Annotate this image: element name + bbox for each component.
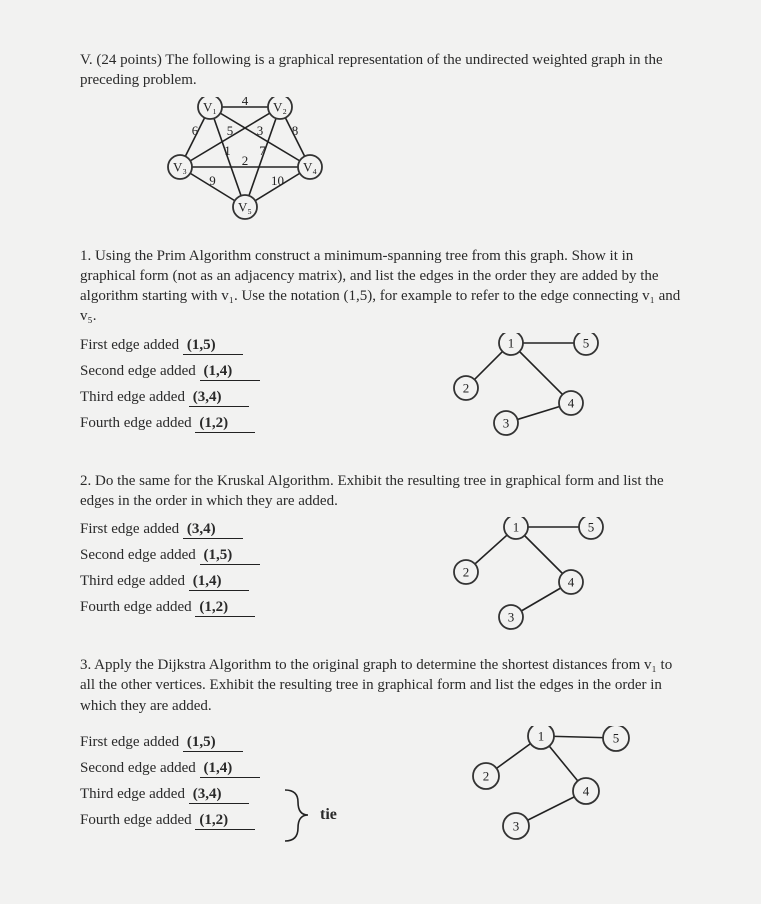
answer-label: Third edge added [80,389,189,405]
page: V. (24 points) The following is a graphi… [0,0,761,904]
q3-line-1: First edge added (1,5) [80,734,260,752]
svg-text:2: 2 [242,153,249,168]
answer-label: First edge added [80,734,183,750]
answer-value: (1,4) [200,363,260,381]
svg-text:6: 6 [192,123,199,138]
answer-value: (3,4) [189,786,249,804]
answer-value: (1,2) [195,415,255,433]
svg-text:V₄: V₄ [303,159,317,174]
q3-prompt: 3. Apply the Dijkstra Algorithm to the o… [80,655,681,716]
answer-value: (1,5) [200,547,260,565]
q2-answers: First edge added (3,4)Second edge added … [80,521,681,641]
answer-value: (3,4) [189,389,249,407]
answer-label: Third edge added [80,786,189,802]
svg-text:V₅: V₅ [238,199,252,214]
svg-text:8: 8 [292,123,299,138]
answer-label: Fourth edge added [80,599,195,615]
answer-label: Second edge added [80,760,200,776]
answer-value: (3,4) [183,521,243,539]
q3-line-2: Second edge added (1,4) [80,760,260,778]
answer-label: Second edge added [80,547,200,563]
answer-value: (1,2) [195,599,255,617]
answer-value: (1,4) [200,760,260,778]
svg-text:4: 4 [583,783,590,798]
svg-text:3: 3 [503,415,510,430]
svg-text:2: 2 [463,380,470,395]
svg-text:5: 5 [227,123,234,138]
answer-value: (1,2) [195,812,255,830]
answer-label: First edge added [80,337,183,353]
q3-line-3: Third edge added (3,4) [80,786,260,804]
answer-label: First edge added [80,521,183,537]
q1-tree-sketch: 1 5 2 4 3 [451,333,621,448]
svg-text:1: 1 [224,143,231,158]
main-graph-figure: 4 3 1 5 7 8 6 2 9 10 V₁ V₂ V₃ V₄ V₅ [160,97,681,232]
q1-answers: First edge added (1,5)Second edge added … [80,337,681,457]
svg-text:5: 5 [613,730,620,745]
svg-text:4: 4 [568,575,575,590]
answer-value: (1,4) [189,573,249,591]
svg-text:10: 10 [271,173,284,188]
tie-label: tie [320,806,337,824]
answer-label: Third edge added [80,573,189,589]
answer-value: (1,5) [183,337,243,355]
q3-line-4: Fourth edge added (1,2) [80,812,260,830]
svg-text:1: 1 [538,728,545,743]
svg-text:1: 1 [513,520,520,535]
svg-text:3: 3 [513,818,520,833]
q2-tree-sketch: 1 5 2 4 3 [446,517,621,642]
svg-text:V₂: V₂ [273,99,287,114]
svg-text:7: 7 [259,143,266,158]
svg-text:2: 2 [483,768,490,783]
svg-text:5: 5 [583,335,590,350]
svg-text:V₃: V₃ [173,159,187,174]
svg-text:4: 4 [568,395,575,410]
svg-text:3: 3 [257,123,264,138]
svg-text:3: 3 [508,610,515,625]
answer-value: (1,5) [183,734,243,752]
q2-prompt: 2. Do the same for the Kruskal Algorithm… [80,471,681,512]
svg-text:2: 2 [463,565,470,580]
q1-prompt: 1. Using the Prim Algorithm construct a … [80,246,681,327]
q3-tree-sketch: 1 5 2 4 3 [456,726,646,851]
svg-text:5: 5 [588,520,595,535]
answer-label: Fourth edge added [80,415,195,431]
q3-answers: First edge added (1,5) Second edge added … [80,726,681,856]
answer-label: Fourth edge added [80,812,195,828]
svg-text:1: 1 [508,335,515,350]
svg-text:4: 4 [242,97,249,108]
svg-text:9: 9 [209,173,216,188]
answer-label: Second edge added [80,363,200,379]
main-graph-svg: 4 3 1 5 7 8 6 2 9 10 V₁ V₂ V₃ V₄ V₅ [160,97,350,227]
svg-text:V₁: V₁ [203,99,217,114]
problem-title: V. (24 points) The following is a graphi… [80,50,681,91]
